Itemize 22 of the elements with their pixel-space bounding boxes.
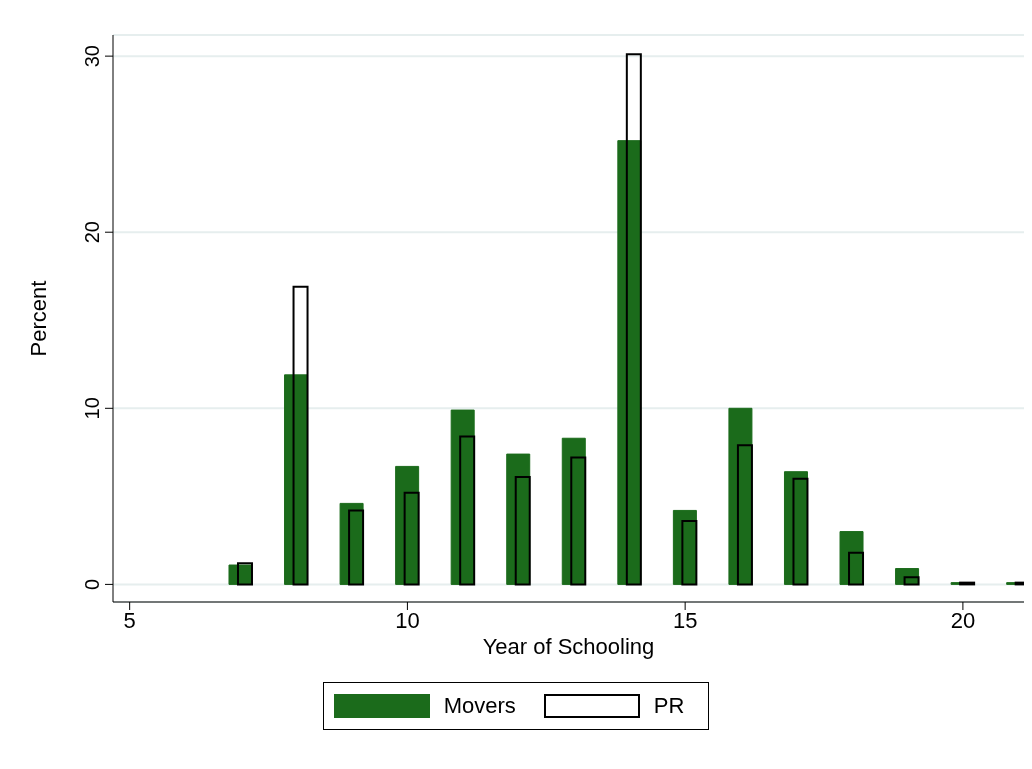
x-tick-label: 20 xyxy=(950,607,976,633)
y-tick-label: 0 xyxy=(81,578,103,590)
y-axis-title: Percent xyxy=(25,280,51,357)
bar xyxy=(681,520,698,586)
bar xyxy=(292,285,309,586)
y-tick-label: 30 xyxy=(81,45,103,68)
bar xyxy=(848,551,865,586)
x-tick-label: 10 xyxy=(395,607,420,633)
x-axis-title: Year of Schooling xyxy=(482,634,655,659)
legend-label: Movers xyxy=(443,693,516,719)
y-tick-label: 20 xyxy=(81,221,103,244)
bar xyxy=(625,53,642,586)
bar xyxy=(736,444,753,586)
x-tick-label: 5 xyxy=(123,607,136,633)
y-tick-label: 10 xyxy=(81,397,103,420)
x-tick-label: 15 xyxy=(672,607,698,633)
legend-label: PR xyxy=(653,693,685,719)
bar xyxy=(459,435,476,586)
bar xyxy=(403,491,420,586)
bar xyxy=(514,475,531,586)
bar xyxy=(236,562,253,586)
bar xyxy=(570,456,587,586)
